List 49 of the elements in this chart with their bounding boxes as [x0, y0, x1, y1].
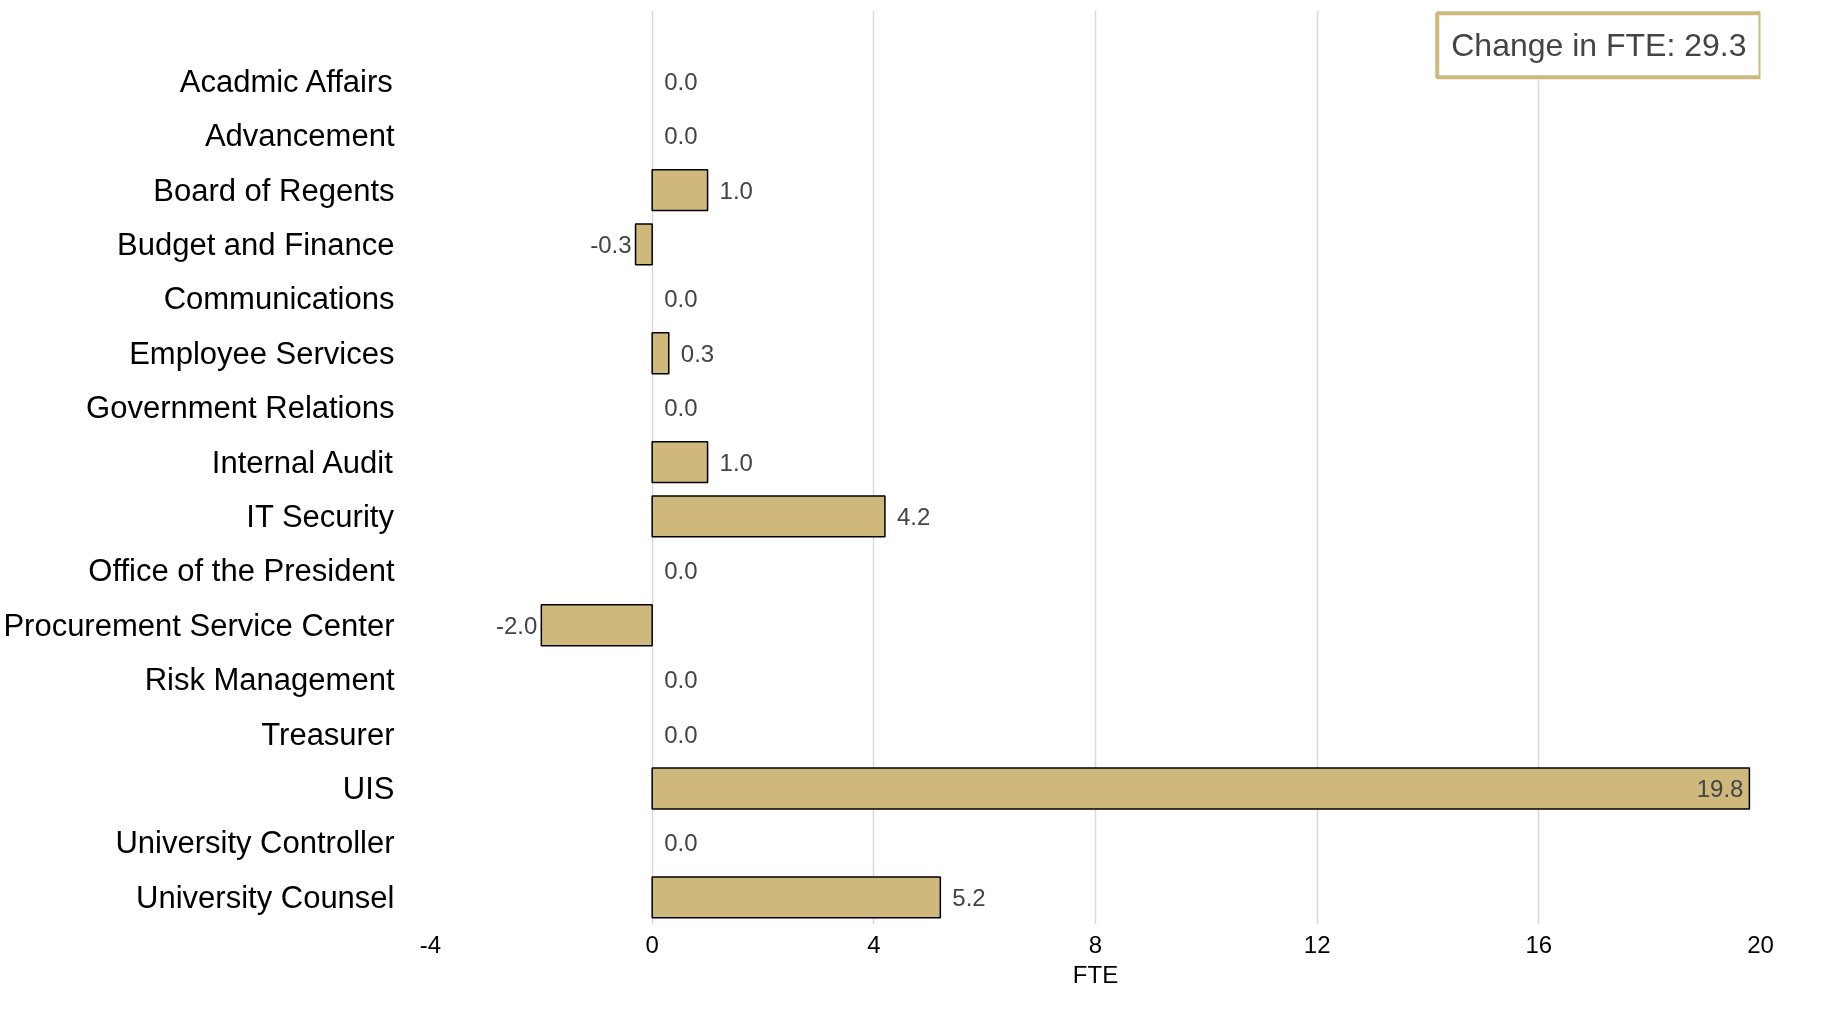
annotation: Change in FTE: 29.3 — [1451, 27, 1747, 64]
bar — [651, 440, 709, 484]
data-label: -0.3 — [590, 230, 632, 258]
y-tick-label: Office of the President — [88, 553, 395, 589]
bar — [634, 223, 653, 266]
data-label: 0.0 — [664, 122, 698, 150]
y-tick-label: Acadmic Affairs — [179, 63, 393, 99]
y-tick-label: University Controller — [115, 825, 395, 861]
y-tick-label: Board of Regents — [153, 172, 395, 208]
data-label: 0.3 — [680, 339, 715, 367]
data-label: 0.0 — [664, 666, 698, 694]
x-tick-label: 4 — [867, 930, 881, 958]
y-tick-label: Internal Audit — [211, 444, 394, 480]
data-label: -2.0 — [495, 611, 538, 639]
x-tick-label: 20 — [1747, 930, 1774, 958]
data-label: 19.8 — [1696, 774, 1744, 802]
y-tick-label: UIS — [342, 770, 395, 806]
data-label: 5.2 — [952, 883, 986, 911]
data-label: 0.0 — [664, 720, 698, 748]
x-tick-label: 8 — [1088, 930, 1103, 958]
data-label: 0.0 — [664, 829, 698, 857]
y-tick-label: Procurement Service Center — [3, 607, 395, 643]
x-tick-label: 12 — [1303, 930, 1331, 958]
y-tick-label: Risk Management — [144, 662, 395, 698]
y-tick-label: IT Security — [246, 498, 395, 534]
data-label: 1.0 — [719, 176, 753, 204]
y-tick-label: Treasurer — [261, 716, 395, 752]
bar — [651, 495, 886, 538]
data-label: 0.0 — [664, 394, 698, 422]
x-tick-label: -4 — [419, 930, 442, 958]
y-tick-label: Advancement — [204, 118, 395, 154]
bar — [651, 168, 709, 212]
data-label: 4.2 — [896, 502, 931, 530]
y-tick-label: Communications — [163, 281, 395, 317]
bar — [540, 604, 653, 647]
bar — [651, 876, 942, 919]
x-axis-title: FTE — [1072, 960, 1119, 988]
data-label: 0.0 — [664, 285, 698, 313]
x-tick-label: 16 — [1525, 930, 1553, 958]
y-tick-label: University Counsel — [136, 879, 395, 915]
y-tick-label: Budget and Finance — [117, 226, 395, 262]
y-tick-label: Employee Services — [129, 335, 395, 371]
data-label: 1.0 — [719, 448, 753, 476]
bar — [651, 767, 1751, 810]
data-label: 0.0 — [664, 67, 698, 95]
y-tick-label: Government Relations — [86, 390, 395, 426]
x-tick-label: 0 — [645, 930, 659, 958]
data-label: 0.0 — [664, 557, 698, 585]
bar — [651, 332, 670, 375]
